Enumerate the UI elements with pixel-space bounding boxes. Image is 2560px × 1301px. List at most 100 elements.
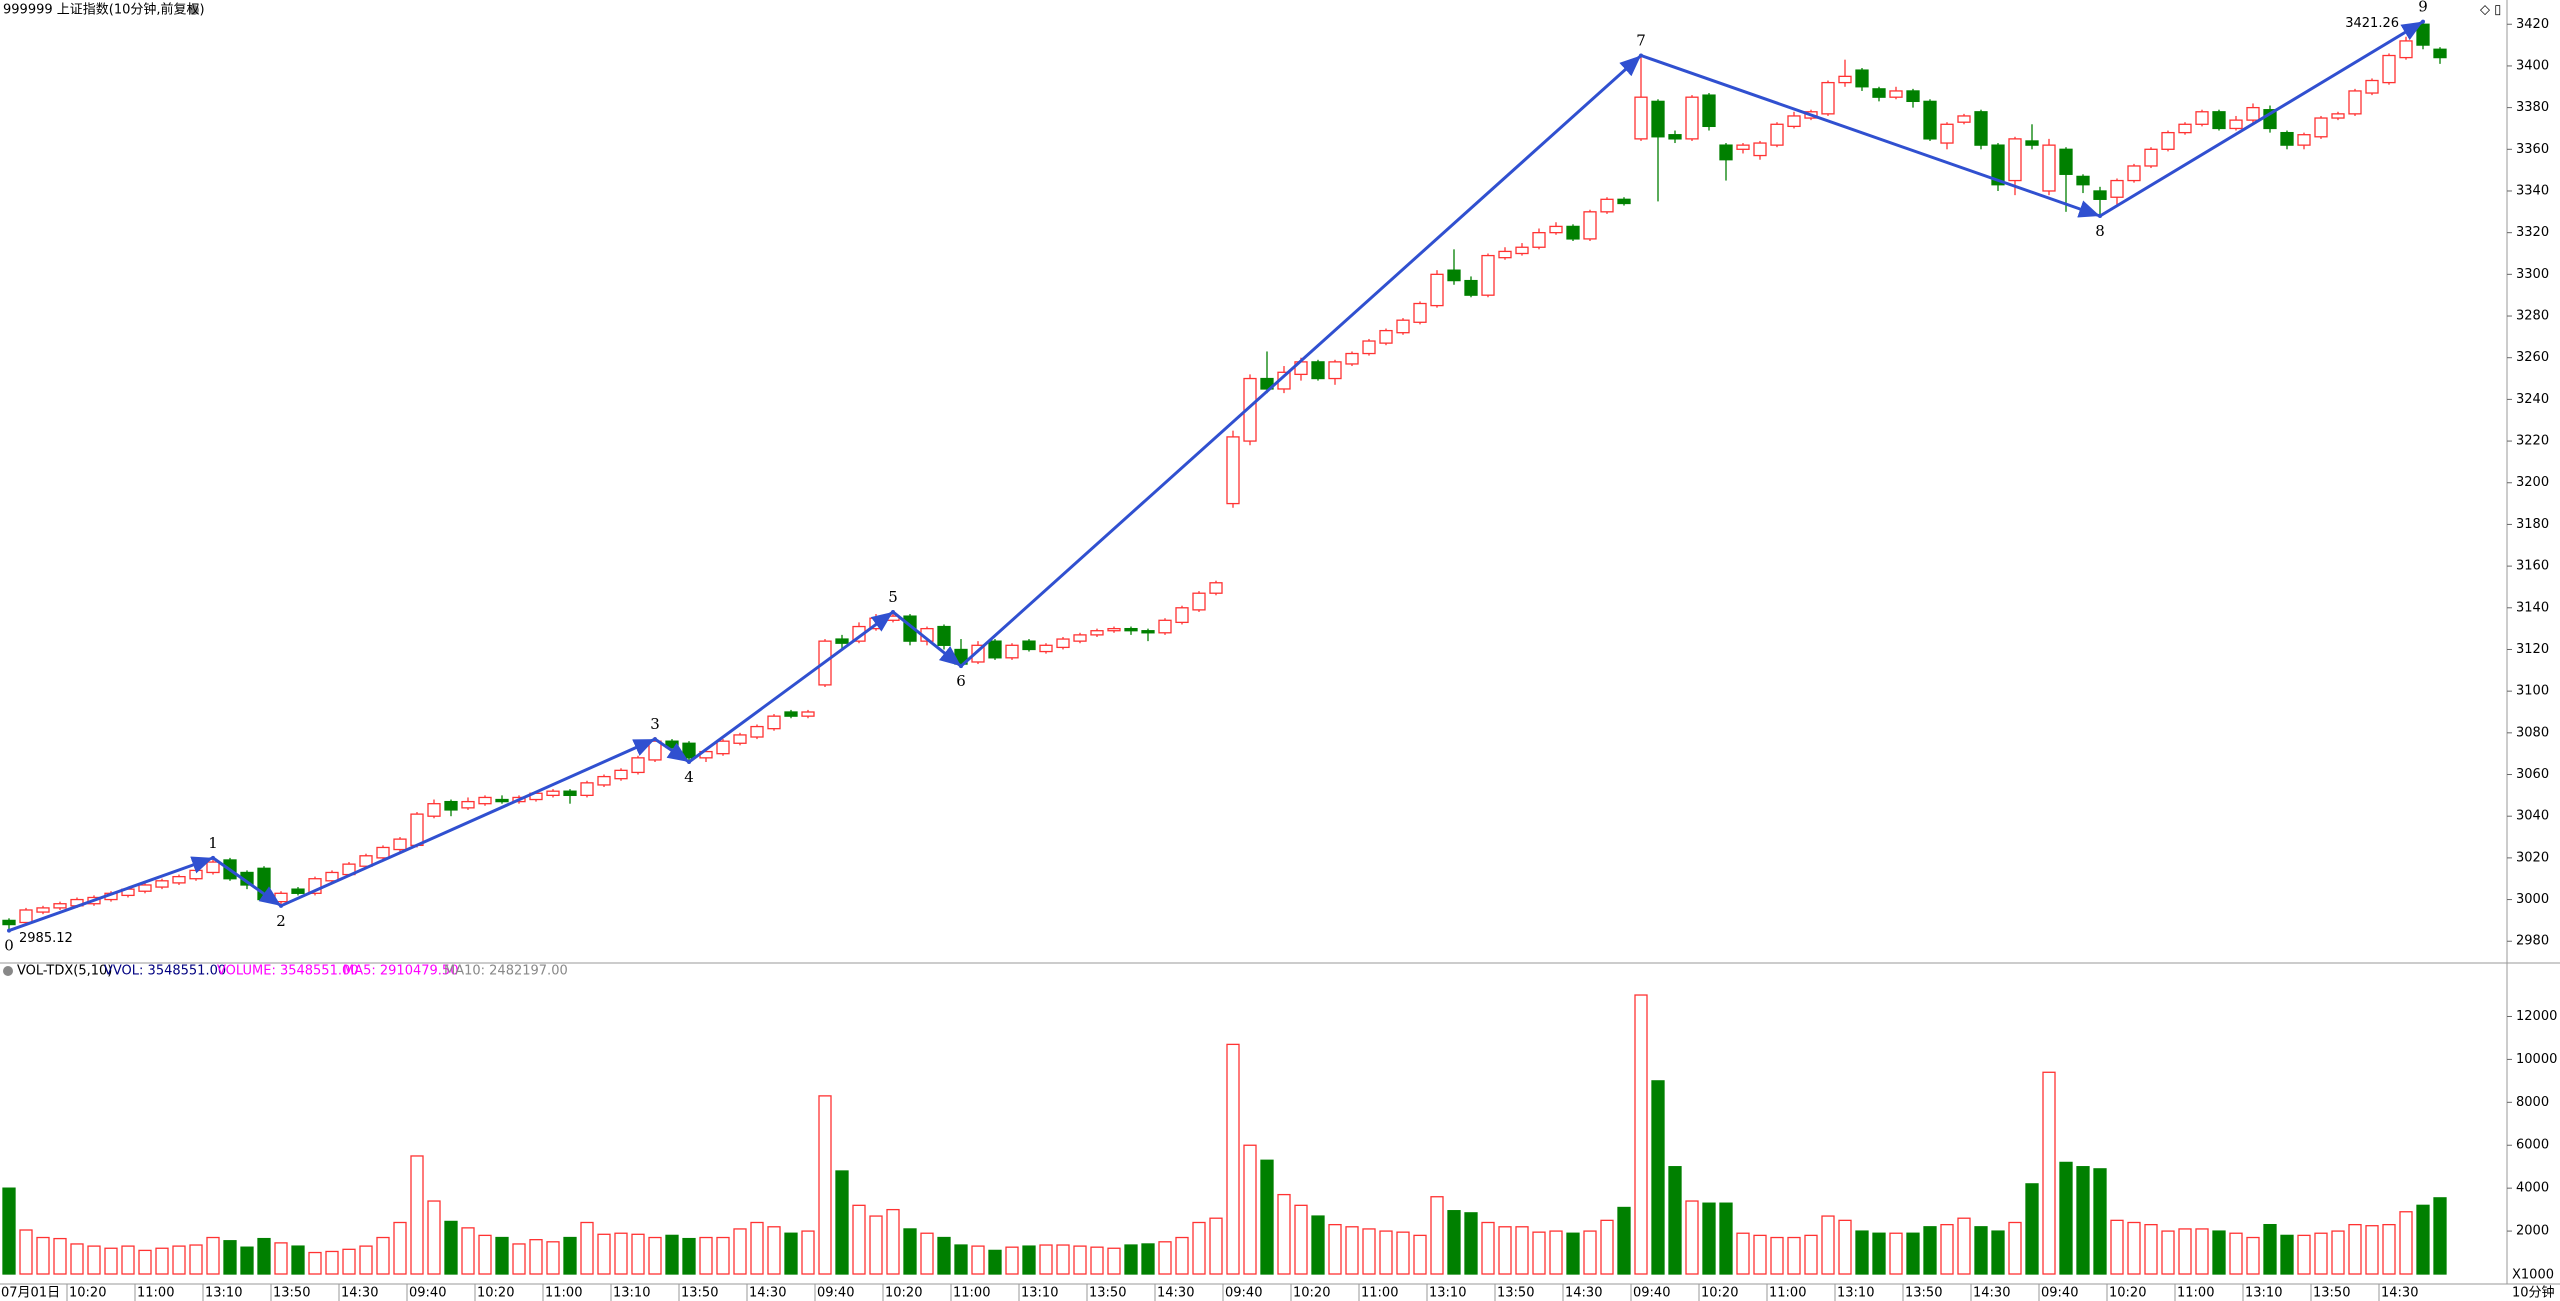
candle-body [1855,69,1869,88]
candle-body [1532,232,1546,248]
wave-label: 5 [888,588,898,606]
candle-body [1872,88,1886,98]
unit-label: X1000 [2512,1268,2554,1283]
volume-bar [308,1251,322,1275]
x-tick-label: 13:10 [613,1286,650,1301]
candle-body [1617,198,1631,205]
y-tick-label: 3080 [2516,725,2549,740]
candle-body [2127,165,2141,182]
candle-body [2314,117,2328,138]
volume-bar [1906,1232,1920,1275]
candle-body [784,711,798,717]
volume-bar [614,1232,628,1275]
wave-label: 0 [4,937,14,955]
candle-body [1039,644,1053,653]
candle-body [716,740,730,755]
volume-bar [1005,1246,1019,1275]
volume-bar [359,1245,373,1275]
title-icon[interactable] [189,5,199,15]
volume-bar [2178,1228,2192,1275]
wave-point [891,609,895,614]
wave-label: 1 [208,834,218,852]
candle-body [1141,630,1155,634]
volume-bar [1311,1215,1325,1275]
volume-bar [2093,1168,2107,1275]
wave-point [1639,53,1643,58]
candle-body [393,838,407,851]
volume-bar [988,1249,1002,1275]
candle-body [1719,144,1733,161]
volume-bar [1226,1043,1240,1275]
x-tick-label: 13:50 [1089,1286,1126,1301]
volume-bar [155,1247,169,1275]
x-tick-label: 13:50 [2313,1286,2350,1301]
volume-bar [2,1187,16,1275]
candle-body [2365,79,2379,94]
volume-bar [138,1249,152,1275]
candle-body [1413,302,1427,323]
y-tick-label: 3200 [2516,475,2549,490]
wave-arrow [688,610,894,764]
indicator-icon[interactable] [3,966,13,976]
high-price-label: 3421.26 [2345,16,2399,31]
x-tick-label: 10:20 [2109,1286,2146,1301]
candle-body [1906,90,1920,103]
volume-bar [342,1248,356,1275]
candle-body [1379,329,1393,344]
volume-bar [1651,1080,1665,1275]
candle-body [546,790,560,797]
y-tick-label: 3020 [2516,850,2549,865]
candle-body [1311,361,1325,380]
x-tick-label: 11:00 [1361,1286,1398,1301]
y-tick-label: 3140 [2516,600,2549,615]
x-tick-label: 14:30 [2381,1286,2418,1301]
volume-bar [1804,1234,1818,1275]
volume-bar [869,1215,883,1275]
volume-bar [121,1245,135,1275]
candle-body [563,790,577,797]
volume-bar [1124,1244,1138,1275]
y-tick-label: 3320 [2516,225,2549,240]
candle-body [2093,190,2107,200]
volume-bar [172,1245,186,1275]
wave-label: 3 [650,715,660,733]
volume-bar [461,1227,475,1275]
x-tick-label: 09:40 [409,1286,446,1301]
y-tick-label: 3260 [2516,350,2549,365]
volume-bar [2314,1232,2328,1275]
volume-bar [1940,1223,1954,1275]
y-tick-label: 3100 [2516,684,2549,699]
candle-body [461,800,475,809]
volume-bar [563,1236,577,1275]
x-tick-label: 13:10 [1429,1286,1466,1301]
x-tick-label: 11:00 [1769,1286,1806,1301]
x-tick-label: 10:20 [477,1286,514,1301]
candle-body [189,869,203,880]
candle-body [1481,254,1495,296]
volume-bar [1634,994,1648,1275]
candle-body [1821,81,1835,115]
volume-bar [444,1220,458,1275]
candle-body [2433,48,2447,59]
volume-bar [2280,1234,2294,1275]
volume-bar [1073,1245,1087,1275]
volume-bar [699,1236,713,1275]
x-tick-label: 13:10 [2245,1286,2282,1301]
wave-label: 2 [276,912,286,930]
volume-bar [240,1246,254,1275]
window-icon[interactable]: ◇ ▯ [2480,3,2501,18]
volume-bar [2076,1166,2090,1275]
volume-bar [1668,1166,1682,1275]
volume-bar [1396,1231,1410,1275]
wave-arrow [8,856,214,932]
volume-bar [2297,1234,2311,1275]
volume-bar [1498,1226,1512,1275]
x-tick-label: 14:30 [1973,1286,2010,1301]
y-tick-label: 3420 [2516,17,2549,32]
volume-bar [223,1240,237,1275]
candle-body [172,875,186,884]
volume-bar [1209,1217,1223,1275]
volume-bar [2433,1197,2447,1275]
volume-bar [1566,1232,1580,1275]
y-tick-label: 3160 [2516,559,2549,574]
